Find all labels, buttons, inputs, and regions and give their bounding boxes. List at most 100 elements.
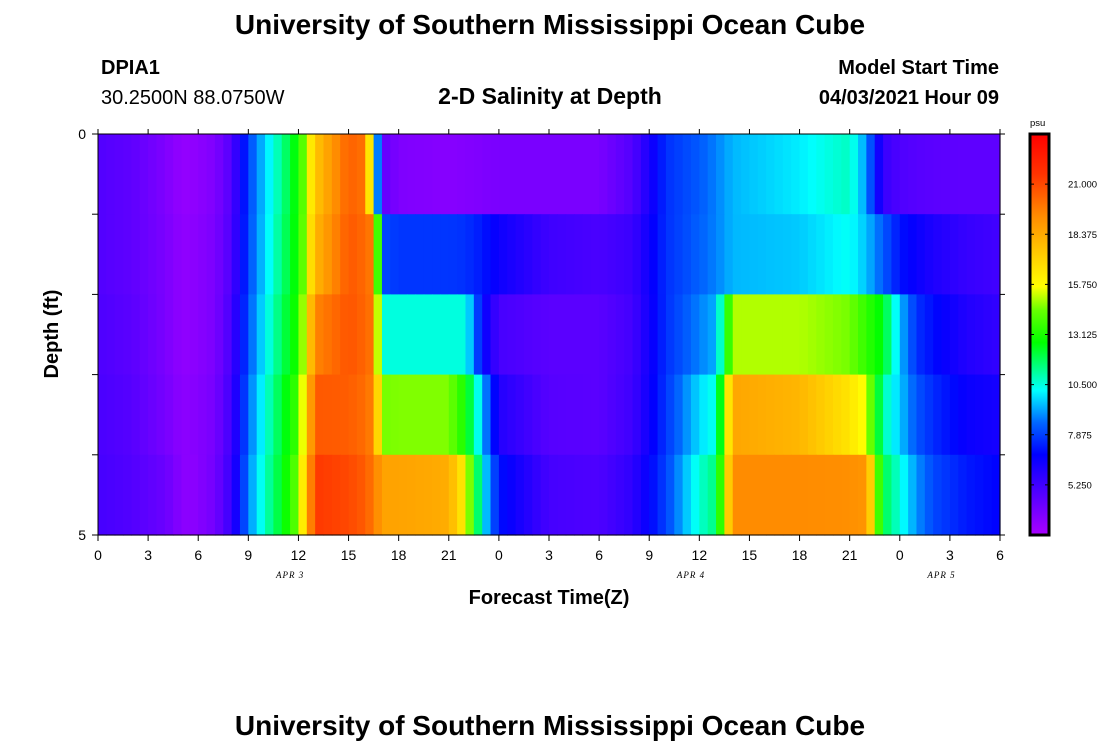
colorbar-tick-label: 15.750 — [1068, 280, 1097, 291]
heatmap-cell — [356, 214, 366, 295]
heatmap-cell — [690, 134, 700, 215]
heatmap-cell — [632, 214, 642, 295]
heatmap-cell — [540, 294, 550, 376]
heatmap-cell — [849, 374, 859, 456]
x-tick-label: 15 — [742, 547, 758, 563]
x-tick-label: 3 — [144, 547, 152, 563]
heatmap-cell — [640, 134, 650, 215]
heatmap-cell — [807, 374, 817, 456]
heatmap-cell — [941, 454, 951, 536]
heatmap-cell — [866, 214, 876, 295]
heatmap-cell — [916, 454, 926, 536]
heatmap-cell — [699, 374, 709, 456]
heatmap-cell — [574, 294, 584, 376]
heatmap-cell — [98, 454, 107, 536]
heatmap-cell — [757, 374, 767, 456]
heatmap-cell — [899, 134, 909, 215]
heatmap-cell — [741, 214, 751, 295]
heatmap-cell — [916, 134, 926, 215]
heatmap-cell — [908, 294, 918, 376]
heatmap-cell — [732, 294, 742, 376]
heatmap-cell — [607, 374, 617, 456]
heatmap-cell — [265, 374, 274, 456]
heatmap-cell — [732, 214, 742, 295]
heatmap-cell — [682, 294, 692, 376]
heatmap-cell — [674, 374, 684, 456]
heatmap-cell — [515, 454, 525, 536]
heatmap-cell — [498, 454, 508, 536]
heatmap-cell — [657, 214, 667, 295]
heatmap-cell — [473, 374, 483, 456]
heatmap-cell — [131, 374, 141, 456]
heatmap-cell — [774, 294, 784, 376]
heatmap-cell — [523, 134, 533, 215]
heatmap-cell — [390, 454, 400, 536]
heatmap-cell — [356, 294, 366, 376]
heatmap-cell — [315, 454, 325, 536]
heatmap-cell — [306, 294, 316, 376]
heatmap-cell — [465, 134, 475, 215]
heatmap-cell — [148, 454, 158, 536]
heatmap-cell — [565, 374, 575, 456]
heatmap-cell — [164, 294, 174, 376]
heatmap-cell — [933, 214, 943, 295]
heatmap-cell — [273, 214, 283, 295]
heatmap-cell — [440, 374, 450, 456]
heatmap-cell — [198, 294, 208, 376]
heatmap-cell — [540, 134, 550, 215]
x-tick-label: 0 — [896, 547, 904, 563]
heatmap-cell — [707, 134, 717, 215]
colorbar: psu 21.000 18.375 15.750 13.125 10.500 7.875 5… — [1028, 118, 1097, 537]
heatmap-cell — [490, 374, 500, 456]
heatmap-cell — [231, 374, 241, 456]
heatmap-cell — [607, 134, 617, 215]
heatmap-cell — [574, 134, 584, 215]
heatmap-cell — [256, 134, 266, 215]
heatmap-cell — [565, 454, 575, 536]
heatmap-cell — [557, 214, 567, 295]
heatmap-cell — [741, 134, 751, 215]
heatmap-cell — [682, 134, 692, 215]
heatmap-cell — [941, 374, 951, 456]
page-title: University of Southern Mississippi Ocean… — [234, 9, 866, 40]
heatmap-cell — [749, 374, 759, 456]
model-start-label: Model Start Time — [838, 57, 999, 79]
heatmap-cell — [323, 214, 333, 295]
heatmap-cell — [682, 214, 692, 295]
heatmap-cell — [799, 134, 809, 215]
heatmap-cell — [407, 374, 416, 456]
heatmap-cell — [724, 374, 734, 456]
heatmap-cell — [774, 374, 784, 456]
heatmap-cell — [131, 134, 141, 215]
heatmap-cell — [331, 454, 341, 536]
heatmap-cell — [958, 374, 968, 456]
heatmap-cell — [407, 134, 416, 215]
heatmap-cell — [390, 134, 400, 215]
heatmap-cell — [223, 214, 233, 295]
colorbar-tick-label: 7.875 — [1068, 430, 1092, 441]
heatmap-cell — [674, 134, 684, 215]
heatmap-cell — [415, 294, 425, 376]
heatmap-cell — [373, 134, 383, 215]
heatmap-cell — [315, 294, 325, 376]
heatmap-cell — [315, 214, 325, 295]
heatmap-cell — [448, 134, 458, 215]
heatmap-cell — [323, 374, 333, 456]
heatmap-cell — [390, 294, 400, 376]
heatmap-cell — [206, 454, 216, 536]
heatmap-cell — [457, 374, 467, 456]
heatmap-cell — [490, 134, 500, 215]
heatmap-cell — [373, 454, 383, 536]
heatmap-cell — [256, 454, 266, 536]
heatmap-cell — [816, 454, 826, 536]
heatmap-cell — [181, 294, 191, 376]
heatmap-cell — [407, 294, 416, 376]
heatmap-cell — [106, 294, 116, 376]
heatmap-cell — [156, 134, 166, 215]
heatmap-cell — [114, 294, 124, 376]
heatmap-cell — [148, 134, 158, 215]
heatmap-cell — [824, 454, 834, 536]
heatmap-cell — [281, 214, 291, 295]
heatmap-cell — [298, 454, 308, 536]
